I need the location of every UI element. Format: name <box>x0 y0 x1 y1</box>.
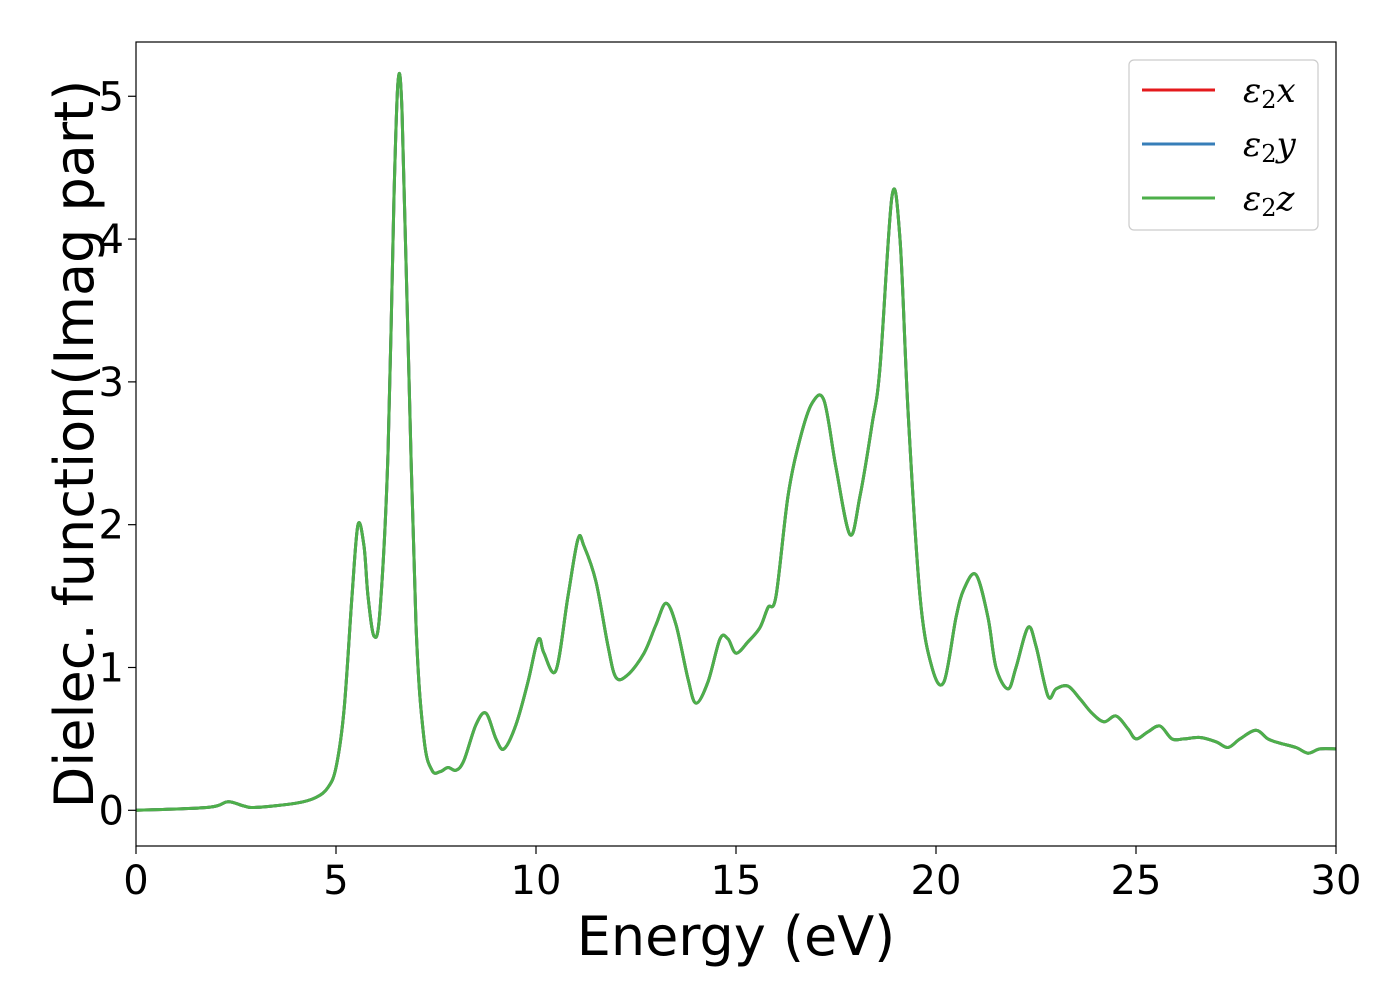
x-tick-label: 15 <box>711 858 762 904</box>
legend-label-y: ε2y <box>1243 125 1297 168</box>
legend-box <box>1128 59 1319 231</box>
x-axis-ticks: 0 5 10 15 20 25 30 <box>123 846 1361 904</box>
y-tick-label: 3 <box>99 360 124 406</box>
x-tick-label: 5 <box>323 858 348 904</box>
x-tick-label: 30 <box>1311 858 1362 904</box>
x-tick-label: 20 <box>911 858 962 904</box>
legend-label-z: ε2z <box>1243 179 1296 222</box>
series-layer <box>135 71 1337 812</box>
y-tick-label: 1 <box>99 645 124 691</box>
y-tick-label: 2 <box>99 503 124 549</box>
legend: ε2x ε2y ε2z <box>1128 59 1319 231</box>
y-tick-label: 4 <box>99 217 124 263</box>
x-tick-label: 25 <box>1111 858 1162 904</box>
y-tick-label: 0 <box>99 788 124 834</box>
y-tick-label: 5 <box>99 74 124 120</box>
series-line-z <box>135 71 1337 812</box>
x-tick-label: 0 <box>123 858 148 904</box>
x-axis-label: Energy (eV) <box>577 905 896 968</box>
legend-label-x: ε2x <box>1243 71 1296 114</box>
y-axis-ticks: 0 1 2 3 4 5 <box>99 74 136 834</box>
x-tick-label: 10 <box>511 858 562 904</box>
y-axis-label: Dielec. function(Imag part) <box>43 80 106 809</box>
